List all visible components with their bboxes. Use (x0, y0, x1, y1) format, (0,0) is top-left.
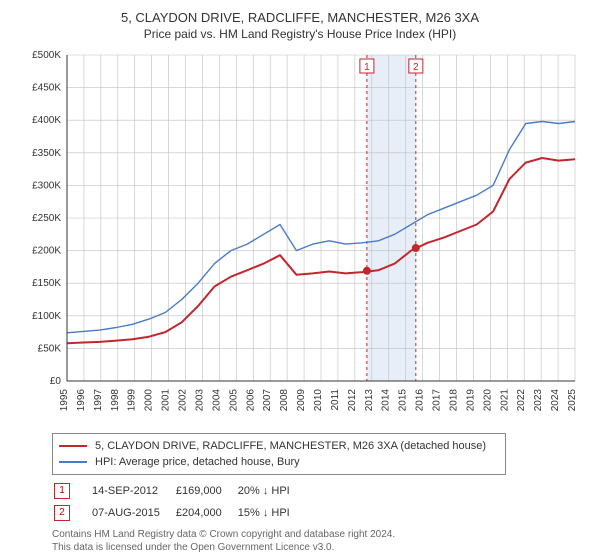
svg-text:1995: 1995 (59, 389, 70, 412)
svg-text:2012: 2012 (347, 389, 358, 412)
marker-pct: 15% ↓ HPI (238, 503, 304, 523)
marker-pct: 20% ↓ HPI (238, 481, 304, 501)
svg-text:1996: 1996 (76, 389, 87, 412)
svg-text:£50K: £50K (38, 343, 62, 354)
chart: 1 2 £0 £50K £100K £150K £200K £250K £300K £350K £4… (15, 47, 585, 427)
svg-text:2018: 2018 (448, 389, 459, 412)
svg-text:2009: 2009 (296, 389, 307, 412)
svg-text:2020: 2020 (482, 389, 493, 412)
chart-svg: 1 2 £0 £50K £100K £150K £200K £250K £300K £350K £4… (15, 47, 585, 427)
title-subtitle: Price paid vs. HM Land Registry's House … (10, 27, 590, 41)
title-address: 5, CLAYDON DRIVE, RADCLIFFE, MANCHESTER,… (10, 10, 590, 25)
svg-text:2002: 2002 (178, 389, 189, 412)
svg-text:2011: 2011 (330, 389, 341, 411)
marker-date: 14-SEP-2012 (92, 481, 174, 501)
svg-text:2021: 2021 (499, 389, 510, 412)
svg-text:2023: 2023 (533, 389, 544, 412)
marker-price: £169,000 (176, 481, 236, 501)
svg-text:2001: 2001 (161, 389, 172, 412)
svg-text:2022: 2022 (516, 389, 527, 412)
svg-text:£300K: £300K (32, 180, 61, 191)
legend-swatch (59, 461, 87, 463)
svg-text:2016: 2016 (415, 389, 426, 412)
marker-price: £204,000 (176, 503, 236, 523)
svg-text:2004: 2004 (211, 389, 222, 412)
svg-text:2014: 2014 (381, 389, 392, 412)
svg-text:2000: 2000 (144, 389, 155, 412)
svg-text:2024: 2024 (550, 389, 561, 412)
svg-text:2003: 2003 (194, 389, 205, 412)
svg-text:£0: £0 (50, 376, 62, 387)
svg-text:£250K: £250K (32, 213, 61, 224)
svg-text:2005: 2005 (228, 389, 239, 412)
marker-row: 2 07-AUG-2015 £204,000 15% ↓ HPI (54, 503, 304, 523)
svg-text:£450K: £450K (32, 83, 61, 94)
svg-text:1998: 1998 (110, 389, 121, 412)
svg-text:2015: 2015 (398, 389, 409, 412)
legend-label: 5, CLAYDON DRIVE, RADCLIFFE, MANCHESTER,… (95, 440, 486, 452)
svg-text:£200K: £200K (32, 246, 61, 257)
svg-text:2025: 2025 (567, 389, 578, 412)
svg-text:2: 2 (413, 62, 419, 73)
legend-label: HPI: Average price, detached house, Bury (95, 456, 300, 468)
legend-item: 5, CLAYDON DRIVE, RADCLIFFE, MANCHESTER,… (59, 438, 499, 454)
footnote: Contains HM Land Registry data © Crown c… (52, 529, 590, 554)
svg-text:2010: 2010 (313, 389, 324, 412)
svg-text:1: 1 (364, 62, 370, 73)
svg-text:£500K: £500K (32, 50, 61, 61)
marker-date: 07-AUG-2015 (92, 503, 174, 523)
titles: 5, CLAYDON DRIVE, RADCLIFFE, MANCHESTER,… (10, 10, 590, 41)
svg-text:£150K: £150K (32, 278, 61, 289)
svg-text:1997: 1997 (93, 389, 104, 412)
marker-badge-icon: 2 (54, 505, 70, 521)
svg-text:2006: 2006 (245, 389, 256, 412)
legend: 5, CLAYDON DRIVE, RADCLIFFE, MANCHESTER,… (52, 433, 506, 475)
svg-text:£100K: £100K (32, 311, 61, 322)
footnote-line: This data is licensed under the Open Gov… (52, 542, 590, 555)
chart-container: 5, CLAYDON DRIVE, RADCLIFFE, MANCHESTER,… (0, 0, 600, 560)
marker-row: 1 14-SEP-2012 £169,000 20% ↓ HPI (54, 481, 304, 501)
svg-text:1999: 1999 (127, 389, 138, 412)
legend-item: HPI: Average price, detached house, Bury (59, 454, 499, 470)
svg-text:2007: 2007 (262, 389, 273, 412)
svg-text:2017: 2017 (432, 389, 443, 412)
legend-swatch (59, 445, 87, 447)
svg-text:£350K: £350K (32, 148, 61, 159)
marker-badge-icon: 1 (54, 483, 70, 499)
svg-text:2019: 2019 (465, 389, 476, 412)
markers-table: 1 14-SEP-2012 £169,000 20% ↓ HPI 2 07-AU… (52, 479, 306, 525)
svg-text:£400K: £400K (32, 115, 61, 126)
footnote-line: Contains HM Land Registry data © Crown c… (52, 529, 590, 542)
svg-text:2013: 2013 (364, 389, 375, 412)
svg-text:2008: 2008 (279, 389, 290, 412)
